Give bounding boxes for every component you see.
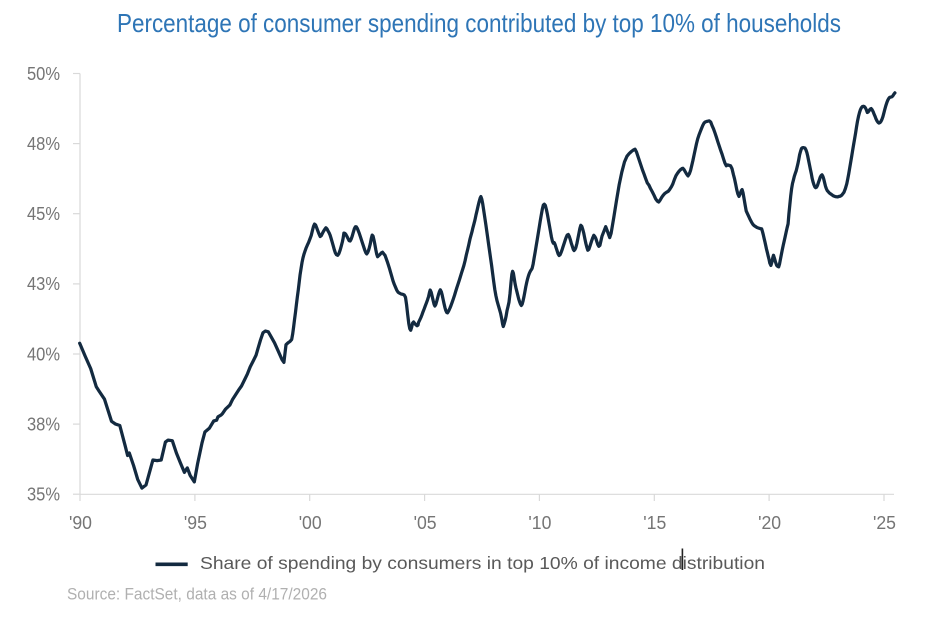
svg-text:'95: '95 <box>184 512 207 533</box>
svg-text:50%: 50% <box>27 63 60 84</box>
svg-text:Percentage of consumer spendin: Percentage of consumer spending contribu… <box>117 8 841 38</box>
svg-text:48%: 48% <box>27 133 60 154</box>
svg-text:40%: 40% <box>27 343 60 364</box>
svg-text:45%: 45% <box>27 203 60 224</box>
svg-text:'10: '10 <box>528 512 551 533</box>
svg-text:'15: '15 <box>643 512 666 533</box>
svg-text:'25: '25 <box>873 512 896 533</box>
svg-text:'90: '90 <box>69 512 92 533</box>
svg-text:43%: 43% <box>27 273 60 294</box>
svg-text:35%: 35% <box>27 484 60 505</box>
svg-text:'05: '05 <box>414 512 437 533</box>
svg-text:'00: '00 <box>299 512 322 533</box>
svg-text:Source: FactSet, data as of 4/: Source: FactSet, data as of 4/17/2026 <box>67 585 327 603</box>
svg-text:'20: '20 <box>758 512 781 533</box>
svg-text:38%: 38% <box>27 413 60 434</box>
svg-text:Share of spending by consumers: Share of spending by consumers in top 10… <box>200 553 765 573</box>
